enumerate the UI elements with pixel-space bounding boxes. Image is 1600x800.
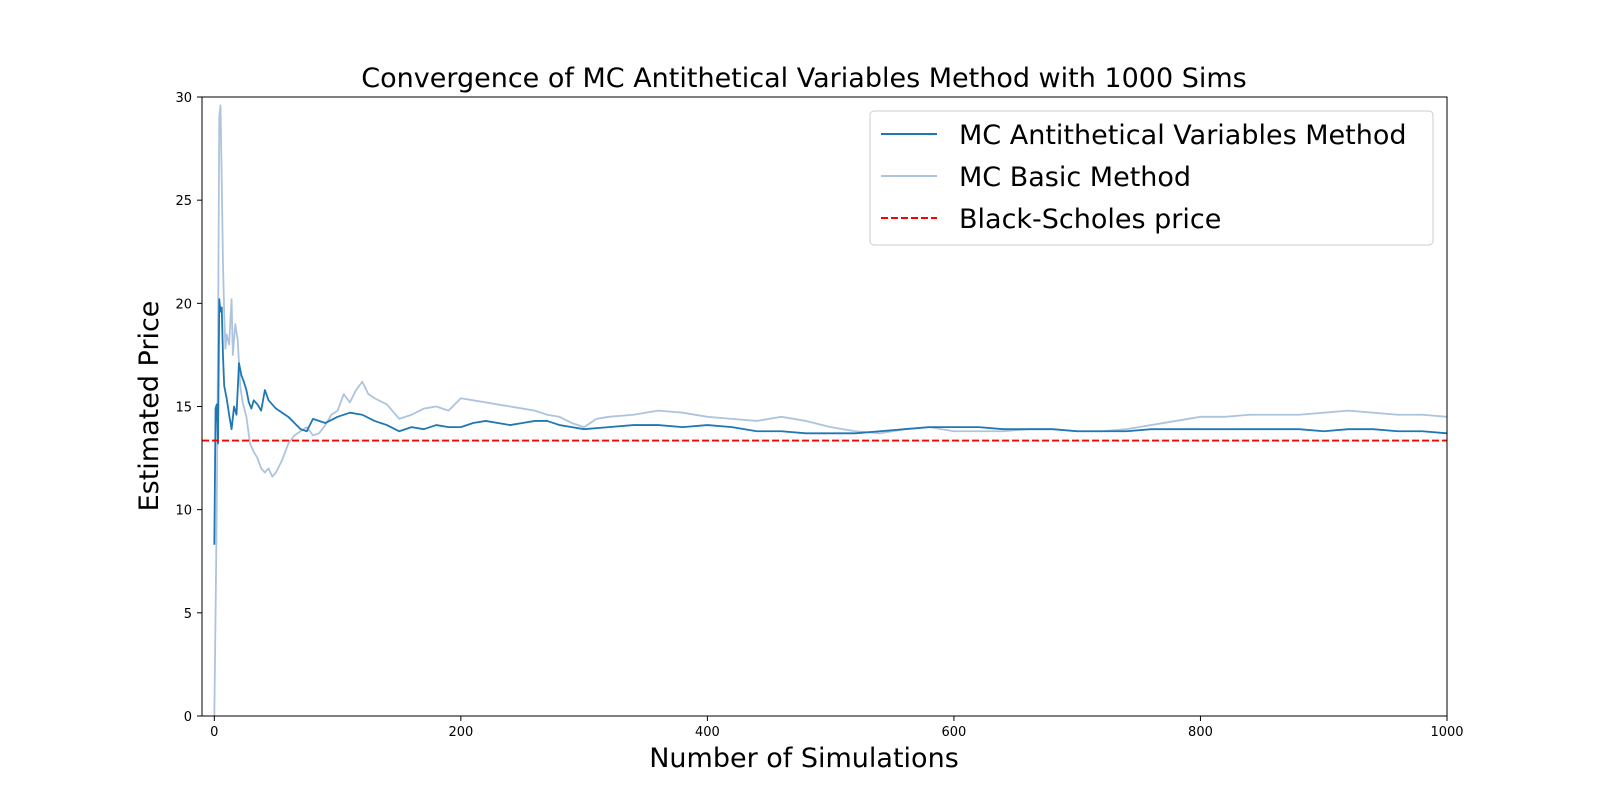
y-tick-label: 15 bbox=[175, 401, 192, 416]
y-tick-label: 25 bbox=[175, 194, 192, 209]
x-tick-label: 200 bbox=[448, 725, 473, 740]
legend-label-basic: MC Basic Method bbox=[959, 162, 1191, 193]
y-axis-ticks: 0 5 10 15 20 25 30 bbox=[175, 91, 202, 725]
y-tick-label: 20 bbox=[175, 297, 192, 312]
y-tick-label: 0 bbox=[184, 710, 192, 725]
plot-lines bbox=[202, 104, 1448, 717]
x-tick-label: 600 bbox=[942, 725, 967, 740]
x-tick-label: 800 bbox=[1188, 725, 1213, 740]
x-axis-label: Number of Simulations bbox=[649, 743, 959, 774]
legend-label-black-scholes: Black-Scholes price bbox=[959, 204, 1221, 235]
x-tick-label: 0 bbox=[210, 725, 218, 740]
legend: MC Antithetical Variables Method MC Basi… bbox=[869, 110, 1434, 246]
antithetical-series-line bbox=[213, 298, 1448, 545]
y-tick-label: 30 bbox=[175, 91, 192, 106]
chart-title: Convergence of MC Antithetical Variables… bbox=[361, 63, 1246, 94]
x-axis-ticks: 0 200 400 600 800 1000 bbox=[210, 716, 1464, 740]
y-axis-label: Estimated Price bbox=[134, 301, 165, 512]
legend-label-antithetical: MC Antithetical Variables Method bbox=[959, 120, 1407, 151]
y-tick-label: 10 bbox=[175, 504, 192, 519]
y-tick-label: 5 bbox=[184, 607, 192, 622]
x-tick-label: 1000 bbox=[1430, 725, 1463, 740]
x-tick-label: 400 bbox=[695, 725, 720, 740]
legend-box bbox=[869, 110, 1434, 246]
